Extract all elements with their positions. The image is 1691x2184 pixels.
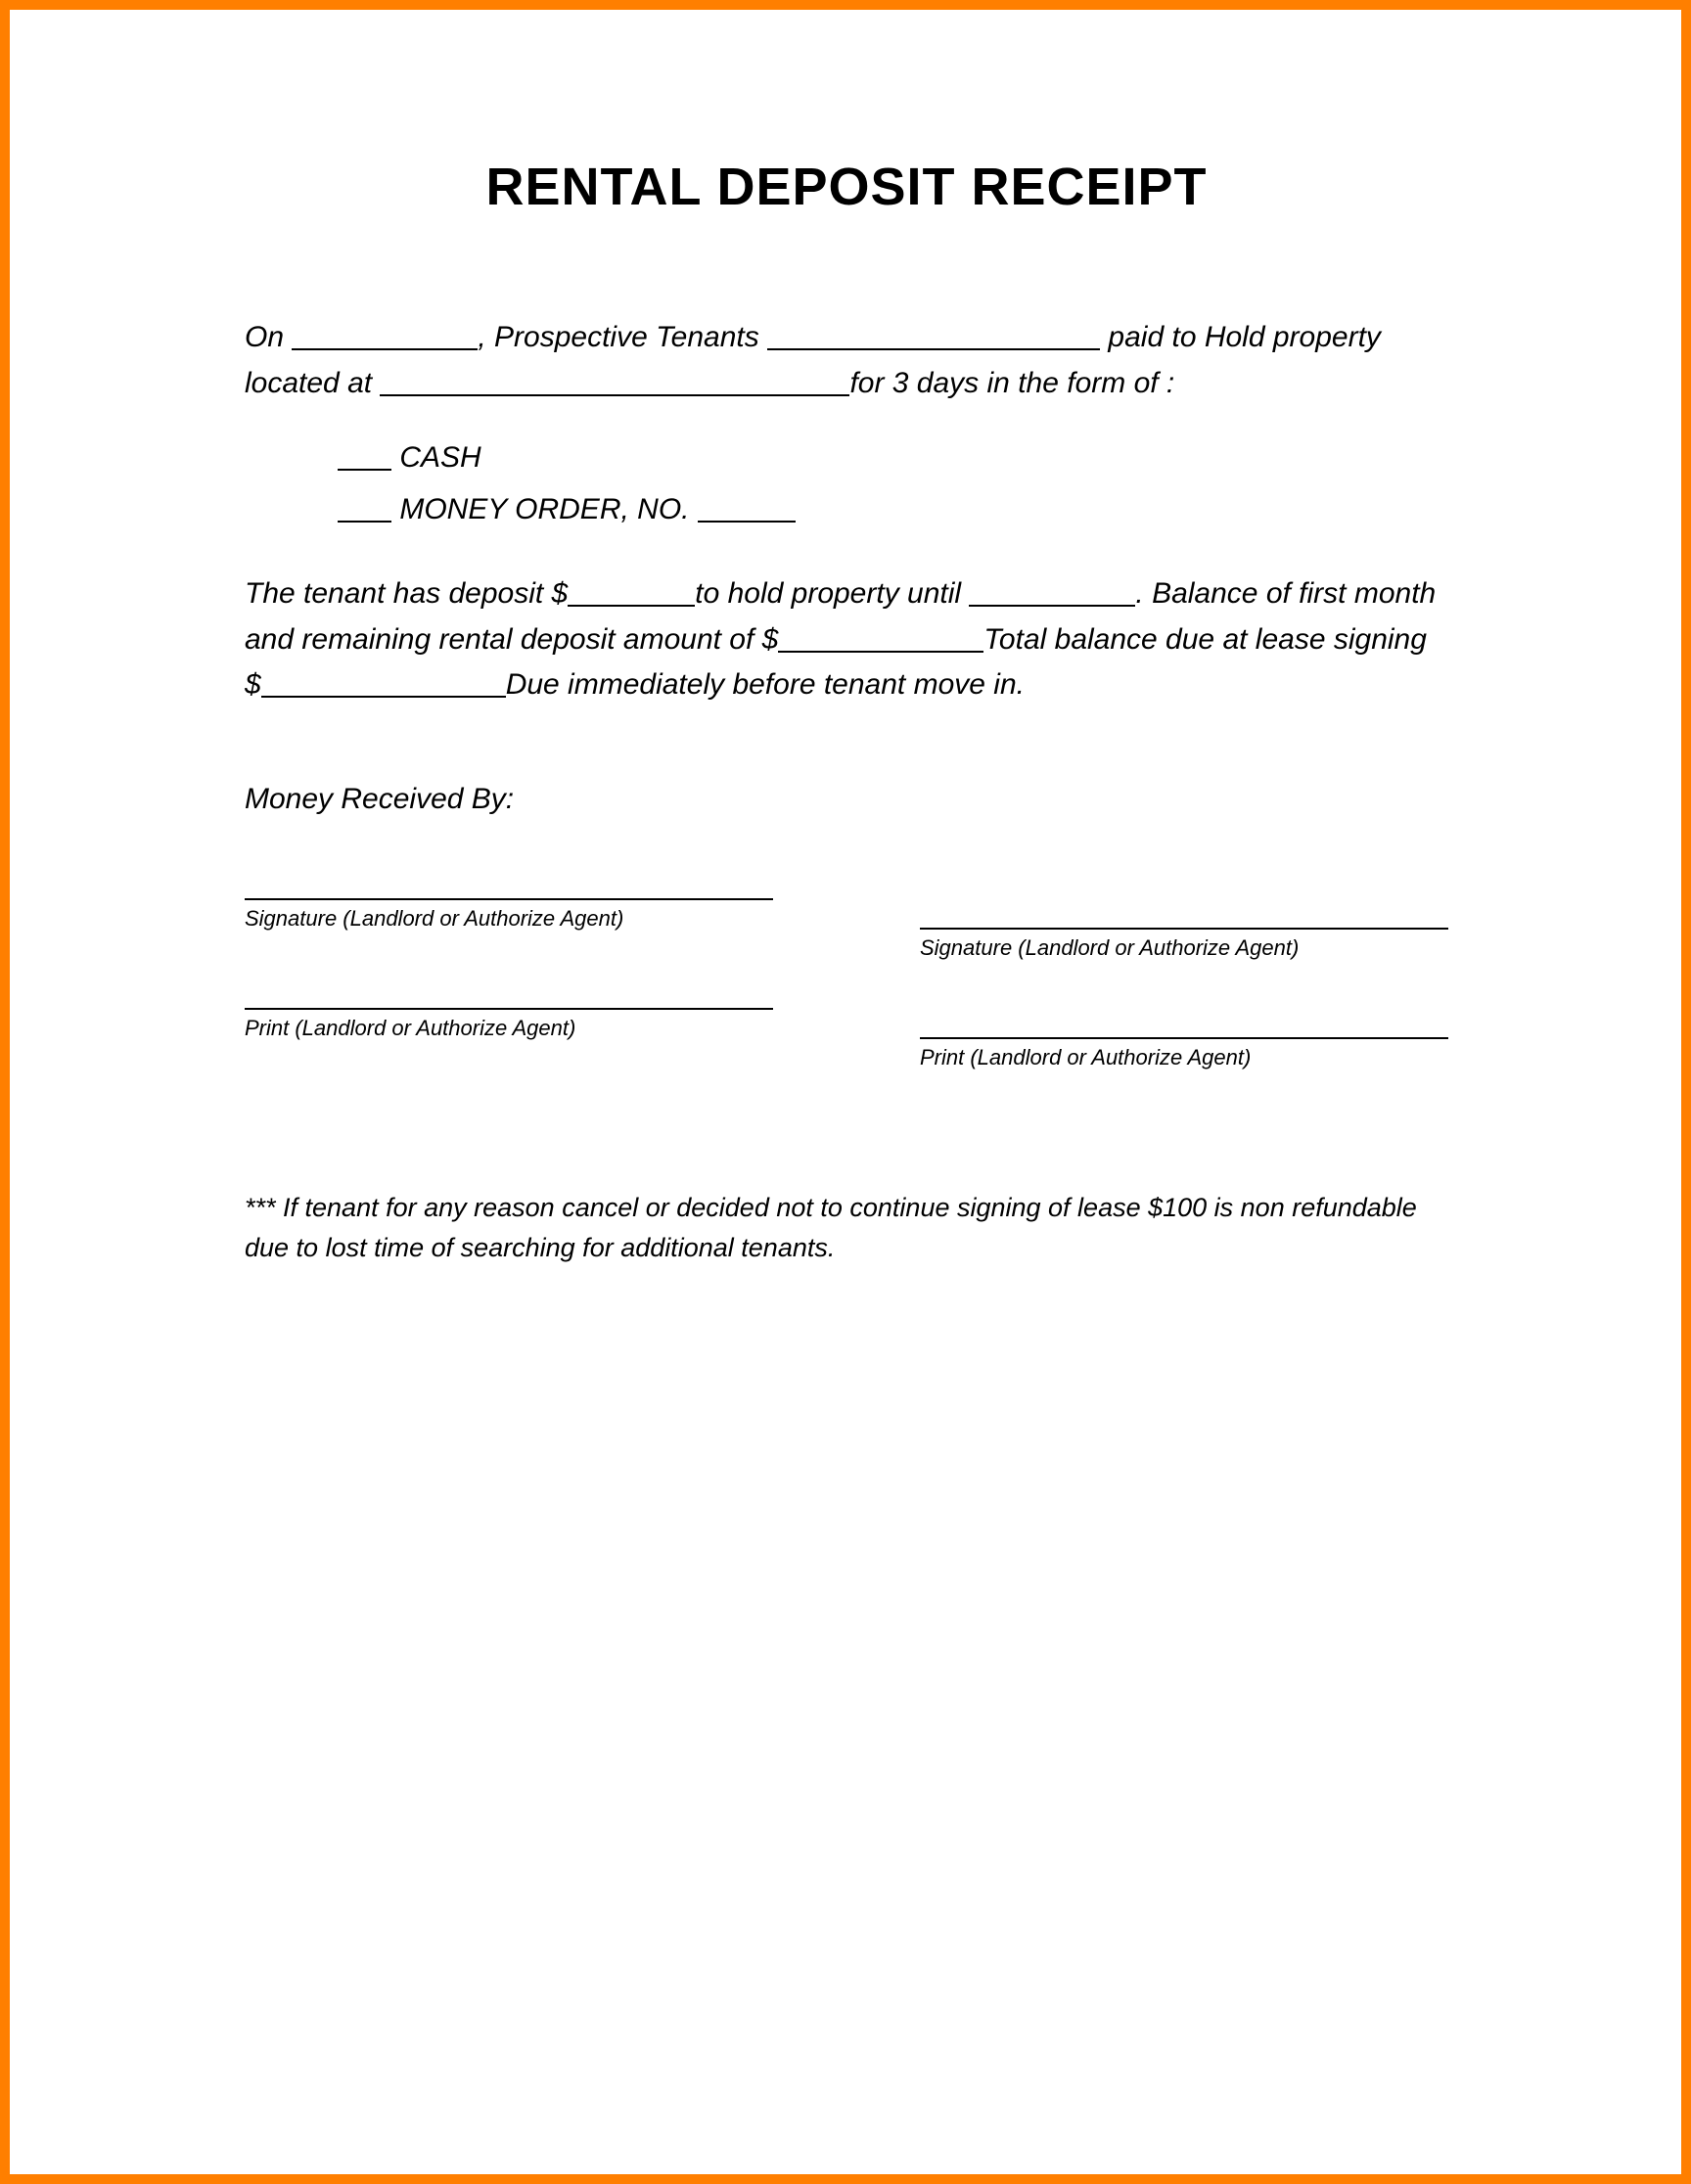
signature-right-col: Signature (Landlord or Authorize Agent): [920, 900, 1448, 961]
signature-caption-left: Signature (Landlord or Authorize Agent): [245, 906, 773, 932]
blank-remaining-amount[interactable]: [778, 621, 983, 653]
print-right-col: Print (Landlord or Authorize Agent): [920, 1010, 1448, 1070]
blank-property[interactable]: [380, 365, 849, 396]
print-line-left[interactable]: [245, 980, 773, 1010]
deposit-1e: Due immediately before tenant move in.: [506, 668, 1025, 701]
signature-line-right[interactable]: [920, 900, 1448, 930]
blank-mo-check[interactable]: [338, 491, 391, 523]
intro-tenants: , Prospective Tenants: [478, 321, 767, 353]
payment-mo-label: MONEY ORDER, NO.: [391, 493, 698, 525]
print-caption-left: Print (Landlord or Authorize Agent): [245, 1016, 773, 1041]
print-line-right[interactable]: [920, 1010, 1448, 1039]
blank-mo-number[interactable]: [698, 491, 796, 523]
signature-caption-right: Signature (Landlord or Authorize Agent): [920, 935, 1448, 961]
blank-deposit-amount[interactable]: [568, 576, 695, 608]
signature-line-left[interactable]: [245, 871, 773, 900]
blank-date[interactable]: [292, 320, 478, 351]
signature-left-col: Signature (Landlord or Authorize Agent): [245, 871, 773, 932]
payment-method-block: CASH MONEY ORDER, NO.: [338, 435, 1448, 532]
deposit-1a: The tenant has deposit $: [245, 577, 568, 610]
print-row: Print (Landlord or Authorize Agent) Prin…: [245, 980, 1448, 1041]
print-caption-right: Print (Landlord or Authorize Agent): [920, 1045, 1448, 1070]
document-frame: RENTAL DEPOSIT RECEIPT On , Prospective …: [0, 0, 1691, 2184]
intro-days: for 3 days in the form of :: [849, 367, 1174, 399]
signature-row: Signature (Landlord or Authorize Agent) …: [245, 871, 1448, 932]
deposit-1b: to hold property until: [695, 577, 969, 610]
document-page: RENTAL DEPOSIT RECEIPT On , Prospective …: [245, 157, 1448, 1267]
footnote-text: *** If tenant for any reason cancel or d…: [245, 1188, 1448, 1267]
print-left-col: Print (Landlord or Authorize Agent): [245, 980, 773, 1041]
blank-cash-check[interactable]: [338, 440, 391, 472]
payment-cash-label: CASH: [391, 441, 481, 474]
blank-until-date[interactable]: [969, 576, 1135, 608]
intro-on: On: [245, 321, 292, 353]
blank-total-balance[interactable]: [261, 667, 506, 699]
document-title: RENTAL DEPOSIT RECEIPT: [245, 157, 1448, 217]
blank-tenants[interactable]: [767, 320, 1100, 351]
received-by-label: Money Received By:: [245, 777, 1448, 823]
payment-money-order-line: MONEY ORDER, NO.: [338, 487, 1448, 533]
payment-cash-line: CASH: [338, 435, 1448, 481]
intro-paragraph: On , Prospective Tenants paid to Hold pr…: [245, 315, 1448, 406]
deposit-paragraph: The tenant has deposit $ to hold property…: [245, 571, 1448, 708]
